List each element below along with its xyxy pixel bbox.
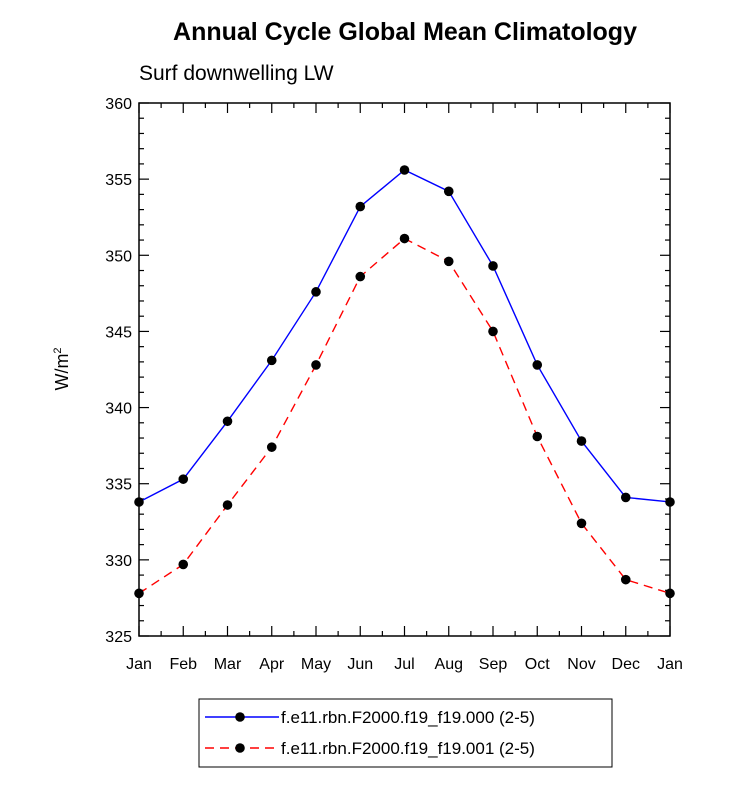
data-point: [222, 500, 233, 510]
legend-marker: [235, 743, 245, 753]
chart-subtitle: Surf downwelling LW: [139, 62, 334, 85]
data-point: [355, 271, 366, 282]
legend-marker: [235, 712, 245, 722]
y-tick-label: 325: [105, 629, 132, 646]
data-point: [355, 201, 366, 212]
data-point: [665, 497, 675, 507]
x-tick-label: Jun: [347, 656, 373, 673]
data-point: [576, 436, 587, 446]
data-point: [222, 416, 233, 427]
series-layer: [134, 165, 675, 599]
y-tick-label: 360: [105, 96, 132, 113]
x-tick-label: Apr: [259, 656, 285, 673]
y-tick-label: 350: [105, 248, 132, 265]
y-axis-label-superscript: 2: [52, 347, 64, 353]
data-point: [443, 186, 454, 197]
data-point: [443, 256, 454, 267]
x-tick-label: Sep: [479, 656, 508, 673]
legend-box: [198, 698, 613, 768]
series-1: [134, 233, 675, 599]
data-point: [620, 492, 631, 503]
data-point: [399, 233, 410, 244]
legend-label: f.e11.rbn.F2000.f19_f19.000 (2-5): [281, 708, 535, 727]
data-point: [134, 588, 144, 599]
legend: f.e11.rbn.F2000.f19_f19.000 (2-5) f.e11.r…: [198, 698, 613, 768]
data-point: [311, 360, 321, 370]
y-axis-label: W/m2: [52, 347, 72, 390]
data-point: [134, 497, 144, 507]
data-point: [532, 431, 543, 442]
y-tick-label: 355: [105, 172, 132, 189]
data-point: [532, 360, 543, 370]
series-line: [138, 169, 671, 503]
legend-label: f.e11.rbn.F2000.f19_f19.001 (2-5): [281, 739, 535, 758]
x-tick-label: Dec: [612, 656, 640, 673]
y-tick-label: 345: [105, 324, 132, 341]
x-tick-label: Mar: [214, 656, 242, 673]
data-point: [399, 165, 410, 175]
x-tick-label: May: [301, 656, 331, 673]
data-point: [488, 326, 498, 337]
y-tick-label: 340: [105, 401, 132, 418]
data-point: [488, 261, 498, 271]
data-point: [665, 588, 675, 599]
x-tick-label: Nov: [567, 656, 595, 673]
x-tick-label: Oct: [525, 656, 550, 673]
x-tick-label: Jul: [394, 656, 414, 673]
data-point: [178, 559, 189, 570]
series-line: [138, 237, 671, 595]
plot-frame: [138, 102, 671, 637]
series-0: [134, 165, 675, 507]
x-tick-label: Aug: [435, 656, 463, 673]
data-point: [266, 355, 277, 366]
data-point: [266, 442, 277, 452]
y-tick-label: 335: [105, 477, 132, 494]
x-tick-label: Feb: [169, 656, 197, 673]
axes: 325 330 335 340 345 350 355 360 Jan Feb Mar Apr May J…: [105, 96, 683, 673]
y-tick-label: 330: [105, 553, 132, 570]
data-point: [620, 574, 631, 585]
data-point: [178, 474, 189, 484]
data-point: [311, 287, 321, 297]
chart-title: Annual Cycle Global Mean Climatology: [173, 18, 637, 46]
svg-text:W/m2: W/m2: [52, 347, 72, 390]
x-tick-label: Jan: [657, 656, 683, 673]
x-tick-label: Jan: [126, 656, 152, 673]
data-point: [576, 518, 587, 529]
y-axis-label-text: W/m: [52, 354, 72, 391]
